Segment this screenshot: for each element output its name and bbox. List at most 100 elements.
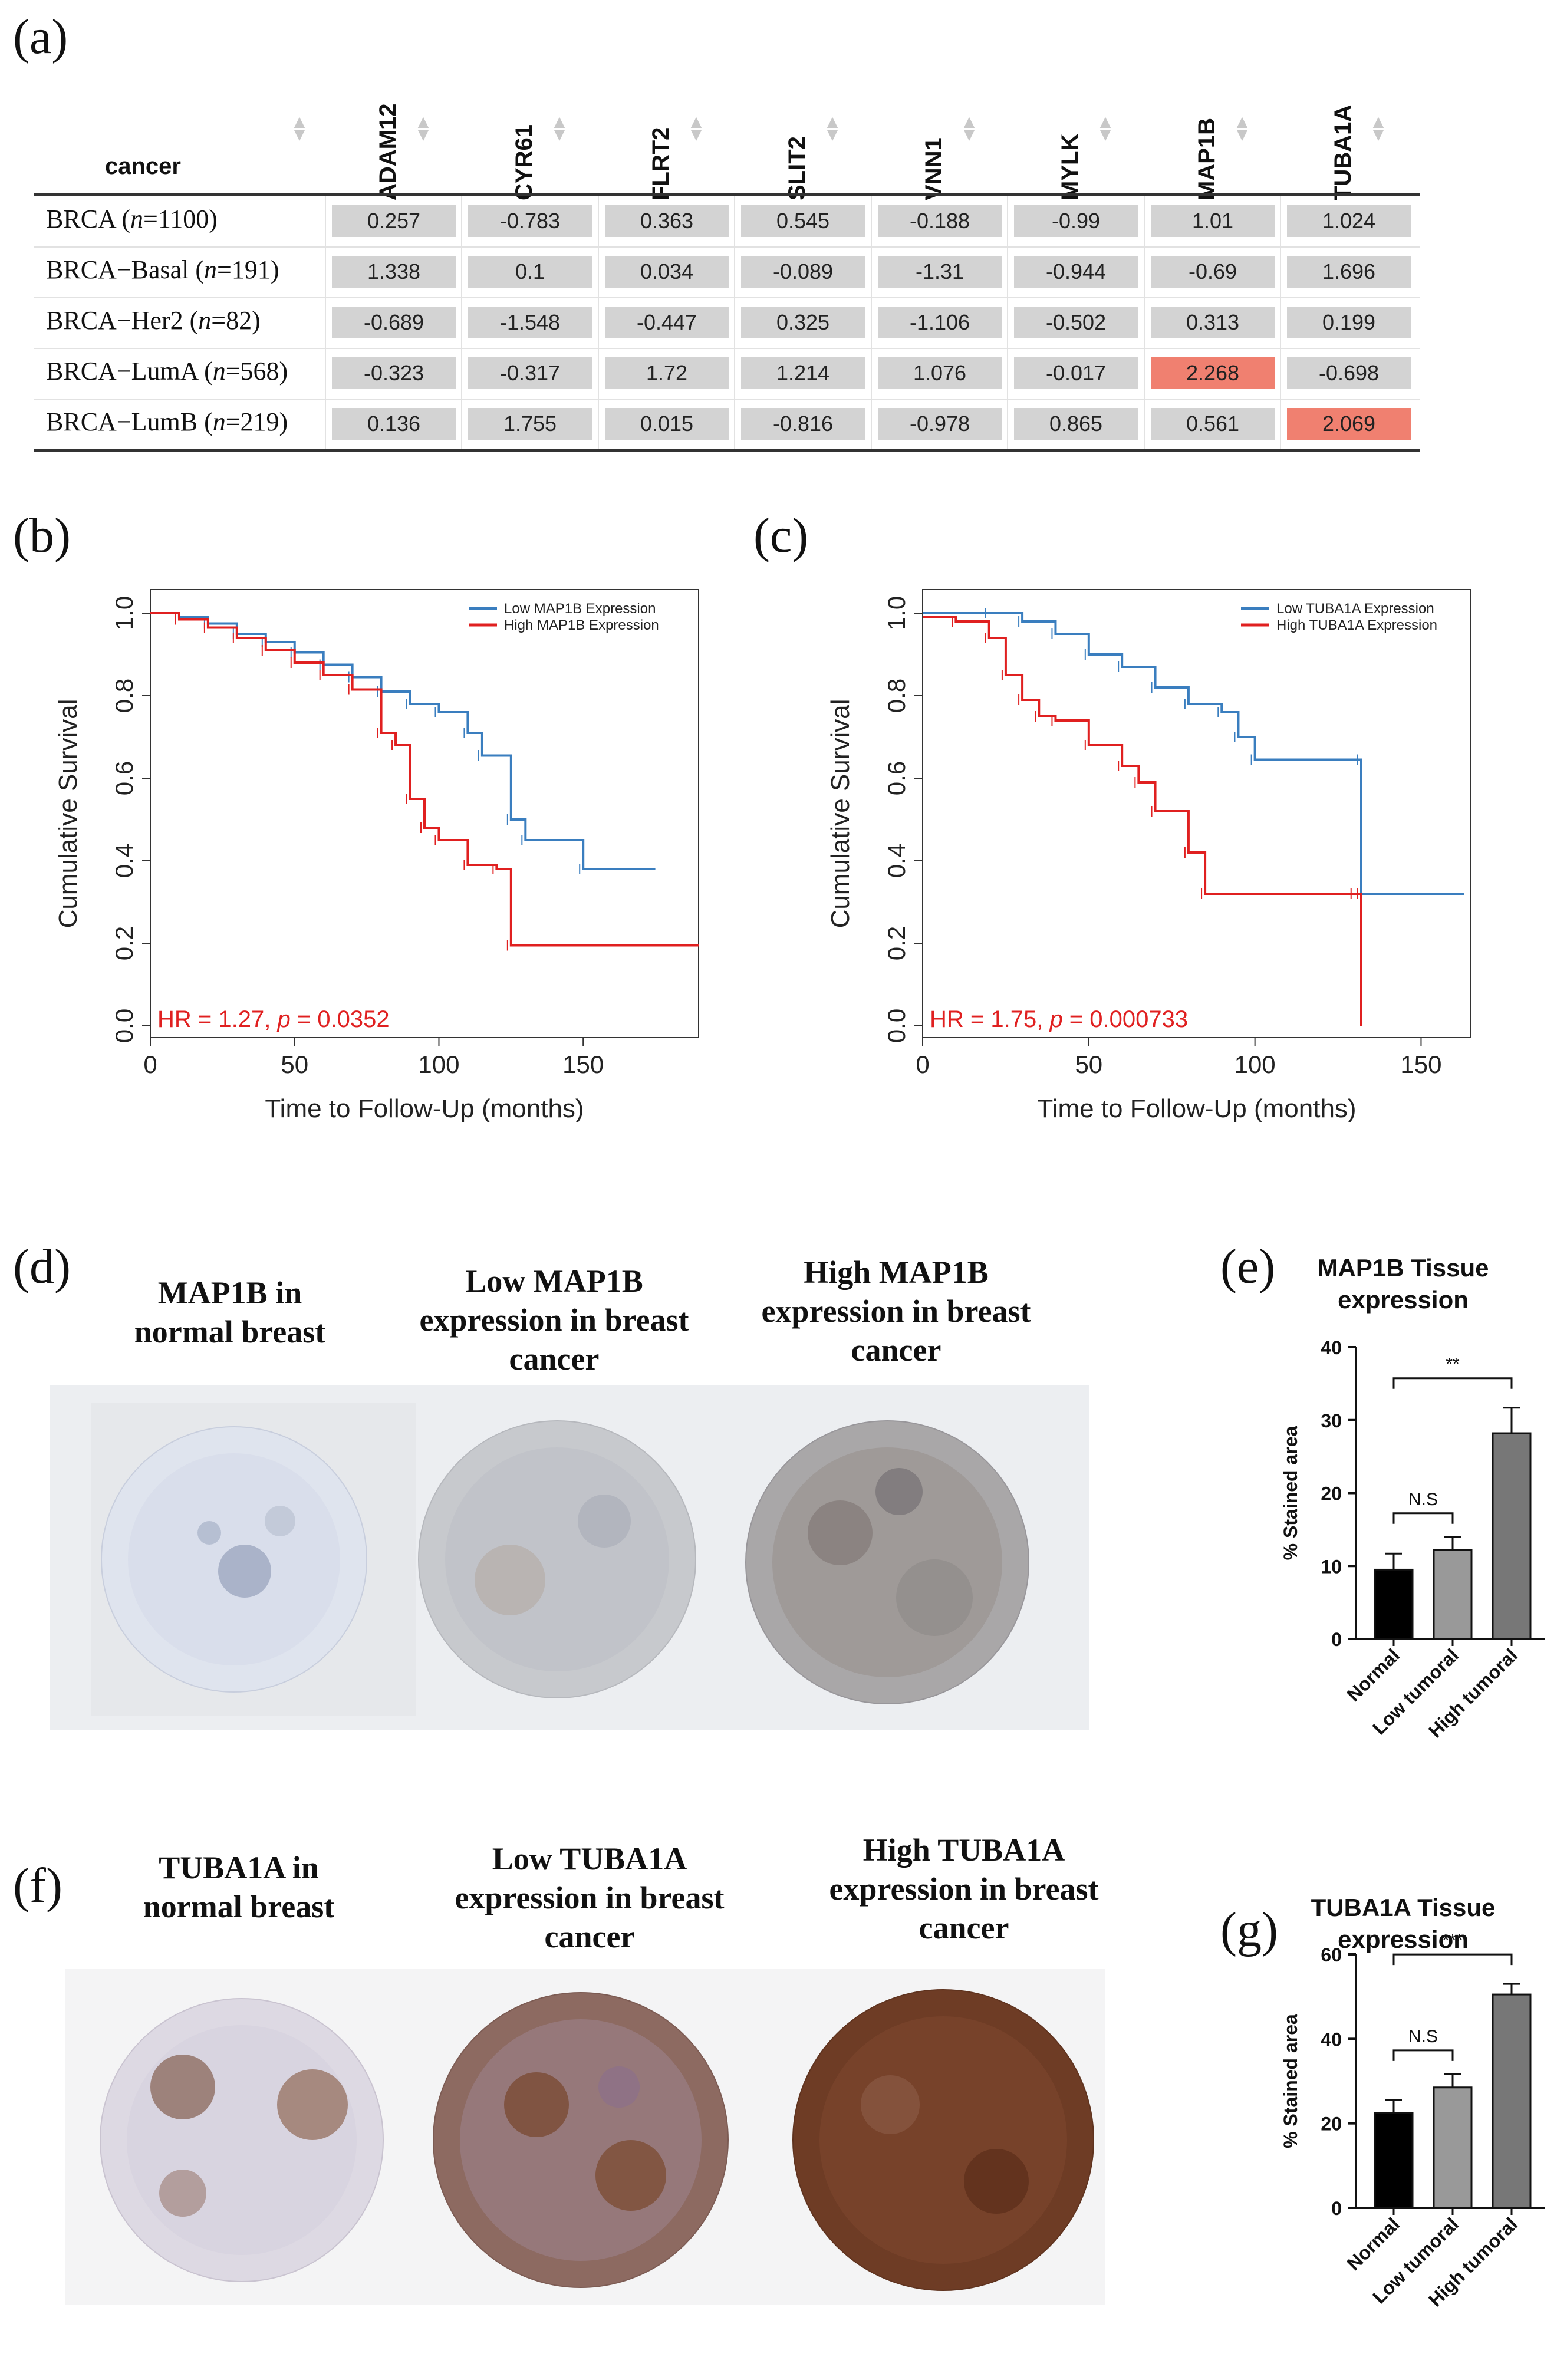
table-cell: 0.313 (1151, 307, 1275, 338)
table-cell: 0.1 (468, 256, 592, 288)
ihc-d-title-normal: MAP1B in normal breast (134, 1275, 326, 1349)
bar (1433, 1549, 1473, 1640)
ihc-f-title-high: High TUBA1A expression in breast cancer (829, 1832, 1099, 1946)
column-divider (598, 399, 599, 449)
legend-entry: Low TUBA1A Expression (1276, 601, 1434, 617)
panel-label-f: (f) (13, 1858, 62, 1913)
table-row: BRCA−LumB (n=219) 0.136 1.755 0.015 -0.816 -0… (34, 399, 1420, 450)
column-divider (1007, 348, 1008, 399)
column-divider (1280, 297, 1281, 348)
column-divider (734, 399, 735, 449)
y-tick-label: 40 (1321, 1337, 1342, 1358)
column-divider (1280, 348, 1281, 399)
y-tick-label: 0 (1331, 1629, 1342, 1650)
y-tick-label: 0.4 (883, 844, 910, 878)
survival-chart-tuba1a: 0.0 0.2 0.4 0.6 0.8 1.0 0 50 100 150 Time to Follo… (826, 589, 1471, 1123)
column-divider (1280, 246, 1281, 297)
row-label: BRCA−LumA (n=568) (46, 357, 288, 386)
column-divider (598, 246, 599, 297)
y-tick-label: 0.6 (110, 761, 138, 795)
significance-bracket (1392, 2049, 1454, 2061)
table-cell: -0.017 (1014, 357, 1138, 389)
gene-header-map1b[interactable]: MAP1B (1192, 77, 1227, 200)
column-divider (598, 196, 599, 246)
table-cell: -1.31 (878, 256, 1002, 288)
gene-header-vnn1[interactable]: VNN1 (919, 77, 954, 200)
table-cell: 0.363 (605, 205, 729, 237)
bar (1433, 2086, 1473, 2209)
column-divider (734, 348, 735, 399)
gene-header-slit2[interactable]: SLIT2 (782, 77, 818, 200)
sort-icon[interactable]: ▲ ▼ (827, 113, 838, 143)
column-divider (734, 297, 735, 348)
table-cell: -0.689 (332, 307, 456, 338)
sort-icon[interactable]: ▲ ▼ (1099, 113, 1111, 143)
y-tick-label: 40 (1321, 2029, 1342, 2050)
sort-icon[interactable]: ▲ ▼ (690, 113, 702, 143)
ihc-f-title-normal: TUBA1A in normal breast (143, 1850, 335, 1924)
x-tick-label: Normal (1343, 1644, 1404, 1705)
gene-header-label: SLIT2 (784, 136, 810, 200)
gene-header-adam12[interactable]: ADAM12 (373, 77, 409, 200)
y-axis-label: % Stained area (1280, 2014, 1301, 2148)
table-cell: 1.72 (605, 357, 729, 389)
y-axis-label: Cumulative Survival (826, 699, 855, 929)
table-cell: 0.034 (605, 256, 729, 288)
legend-entry: Low MAP1B Expression (504, 601, 656, 617)
survival-line-high (923, 616, 1362, 1026)
sort-icon[interactable]: ▲ ▼ (554, 113, 565, 143)
x-axis-label: Time to Follow-Up (months) (265, 1094, 584, 1123)
column-divider (598, 348, 599, 399)
x-tick-label: 50 (1075, 1051, 1102, 1078)
column-divider (461, 399, 462, 449)
table-cell: -0.188 (878, 205, 1002, 237)
bar-chart-title: expression (1338, 1286, 1469, 1314)
row-label: BRCA−Basal (n=191) (46, 255, 279, 284)
x-tick-label: 0 (143, 1051, 157, 1078)
bar-chart-tuba1a-tissue: TUBA1A Tissue expression 0 20 40 60 % Stained … (1280, 1894, 1545, 2310)
significance-bracket (1392, 1512, 1454, 1524)
sort-icon[interactable]: ▲ ▼ (294, 113, 305, 143)
table-row: BRCA (n=1100) 0.257 -0.783 0.363 0.545 -0.188… (34, 196, 1420, 248)
table-row: BRCA−LumA (n=568) -0.323 -0.317 1.72 1.214 1.… (34, 348, 1420, 400)
y-tick-label: 30 (1321, 1410, 1342, 1431)
x-tick-label: Normal (1343, 2213, 1404, 2274)
gene-header-flrt2[interactable]: FLRT2 (646, 77, 682, 200)
column-divider (734, 246, 735, 297)
column-divider (871, 348, 872, 399)
plot-frame (922, 589, 1471, 1038)
y-tick-label: 0.2 (883, 926, 910, 960)
gene-header-cyr61[interactable]: CYR61 (509, 77, 545, 200)
sort-icon[interactable]: ▲ ▼ (1372, 113, 1384, 143)
gene-header-label: FLRT2 (648, 127, 674, 200)
table-cell: -0.783 (468, 205, 592, 237)
column-divider (1144, 246, 1145, 297)
gene-header-tuba1a[interactable]: TUBA1A (1328, 77, 1364, 200)
column-divider (1144, 297, 1145, 348)
hr-annotation: HR = 1.27, p = 0.0352 (157, 1006, 390, 1032)
sort-icon[interactable]: ▲ ▼ (1236, 113, 1248, 143)
bar (1492, 1993, 1532, 2209)
row-label: BRCA−LumB (n=219) (46, 407, 288, 436)
significance-label: ** (1446, 1355, 1460, 1374)
ihc-d-title-low: Low MAP1B expression in breast cancer (419, 1263, 689, 1377)
ihc-f-title-low: Low TUBA1A expression in breast cancer (455, 1841, 725, 1954)
gene-header-mylk[interactable]: MYLK (1055, 77, 1091, 200)
column-divider (871, 399, 872, 449)
column-divider (1007, 399, 1008, 449)
column-divider (325, 399, 326, 449)
table-cell: 1.338 (332, 256, 456, 288)
column-divider (325, 297, 326, 348)
sort-icon[interactable]: ▲ ▼ (417, 113, 429, 143)
column-divider (1280, 399, 1281, 449)
table-cell: 1.024 (1287, 205, 1411, 237)
table-cell: 0.325 (741, 307, 865, 338)
x-tick-label: 150 (1400, 1051, 1441, 1078)
table-cell: 1.755 (468, 408, 592, 440)
sort-icon[interactable]: ▲ ▼ (963, 113, 975, 143)
y-tick-label: 10 (1321, 1556, 1342, 1577)
cancer-column-header: cancer (105, 153, 181, 179)
survival-chart-map1b: 0.0 0.2 0.4 0.6 0.8 1.0 0 50 100 150 Time to Follo… (54, 589, 699, 1123)
table-cell: 0.545 (741, 205, 865, 237)
panel-label-a: (a) (13, 9, 68, 64)
